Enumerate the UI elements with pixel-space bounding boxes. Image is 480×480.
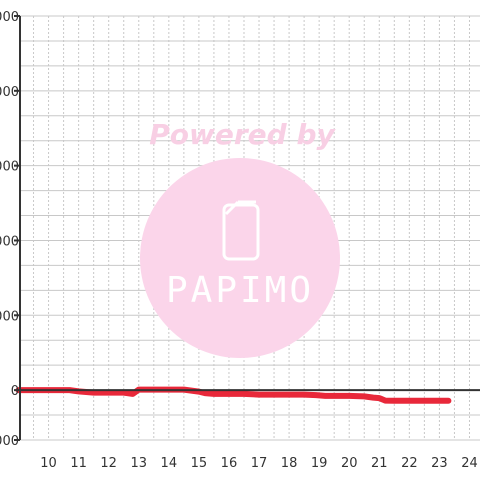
x-tick-label: 19 [311, 456, 328, 471]
x-tick-label: 23 [431, 456, 448, 471]
y-tick-label: 90,000 [0, 160, 19, 175]
axes [14, 15, 480, 441]
x-tick-label: 24 [461, 456, 478, 471]
y-tick-label: 30,000 [0, 309, 19, 324]
y-tick-label: 150,000 [0, 10, 19, 25]
y-tick-label: 60,000 [0, 234, 19, 249]
x-tick-label: 20 [341, 456, 358, 471]
x-tick-label: 12 [100, 456, 117, 471]
x-tick-label: 14 [161, 456, 178, 471]
x-tick-label: 15 [191, 456, 208, 471]
series-line [15, 386, 452, 404]
y-tick-label: 120,000 [0, 85, 19, 100]
watermark-brand-text: PAPIMO [166, 270, 314, 311]
tick-labels: 150,000 120,000 90,000 60,000 30,000 0 -20,000… [0, 10, 478, 471]
watermark: Powered by PAPIMO [140, 118, 340, 358]
x-tick-label: 10 [40, 456, 57, 471]
x-tick-label: 18 [281, 456, 298, 471]
x-tick-label: 21 [371, 456, 388, 471]
phone-icon [222, 200, 260, 261]
watermark-powered-text: Powered by [149, 118, 336, 151]
x-tick-label: 16 [221, 456, 238, 471]
series-layer [15, 386, 452, 404]
x-tick-label: 13 [130, 456, 147, 471]
x-tick-label: 17 [251, 456, 268, 471]
y-tick-label: 0 [11, 384, 19, 399]
y-tick-label: -20,000 [0, 434, 19, 449]
x-tick-label: 11 [70, 456, 87, 471]
x-tick-label: 22 [401, 456, 418, 471]
